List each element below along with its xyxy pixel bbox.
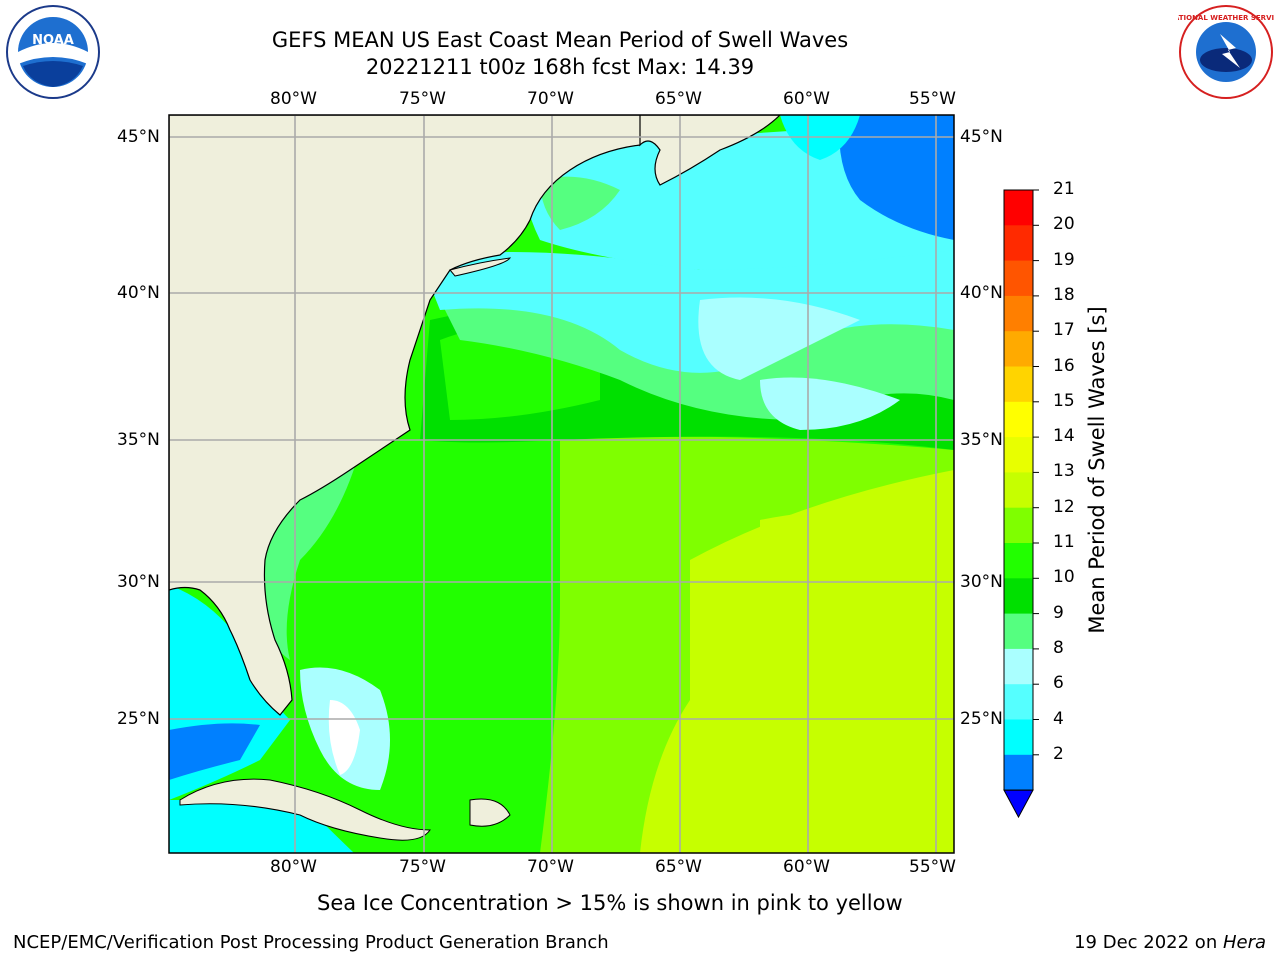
colorbar [1003,189,1039,819]
colorbar-segment [1004,648,1033,685]
graticule [169,115,954,853]
lat-label-25-right: 25°N [960,709,1003,729]
lon-label-55-bottom: 55°W [909,857,956,877]
lon-label-75-top: 75°W [399,89,446,109]
nws-logo: NATIONAL WEATHER SERVICE [1178,5,1274,99]
colorbar-segment [1004,507,1033,544]
lat-label-45-left: 45°N [117,127,160,147]
colorbar-tick-label: 13 [1053,461,1075,482]
colorbar-tick-label: 18 [1053,284,1075,305]
sea-ice-note: Sea Ice Concentration > 15% is shown in … [317,891,903,915]
lon-label-70-bottom: 70°W [527,857,574,877]
colorbar-tick-label: 8 [1053,637,1064,658]
colorbar-tick-label: 14 [1053,426,1075,447]
lat-label-25-left: 25°N [117,709,160,729]
lat-label-30-left: 30°N [117,572,160,592]
colorbar-label: Mean Period of Swell Waves [s] [1085,306,1109,634]
colorbar-segment [1004,225,1033,262]
footer-date-text: 19 Dec 2022 on [1074,932,1223,953]
lat-label-45-right: 45°N [960,127,1003,147]
swell-period-field [169,115,954,853]
lat-label-35-right: 35°N [960,430,1003,450]
lat-label-35-left: 35°N [117,430,160,450]
colorbar-segment [1004,295,1033,332]
colorbar-segment [1004,437,1033,473]
svg-text:NATIONAL WEATHER SERVICE: NATIONAL WEATHER SERVICE [1178,14,1274,22]
lon-label-65-top: 65°W [655,89,702,109]
lon-label-70-top: 70°W [527,89,574,109]
colorbar-tick-label: 21 [1053,179,1075,199]
lon-label-55-top: 55°W [909,89,956,109]
colorbar-tick-label: 20 [1053,214,1075,235]
colorbar-segment [1004,366,1033,403]
colorbar-tick-label: 2 [1053,743,1064,764]
colorbar-under-triangle [1003,789,1034,819]
colorbar-tick-label: 12 [1053,496,1075,517]
lon-label-60-bottom: 60°W [783,857,830,877]
colorbar-frame [1003,189,1034,791]
colorbar-tick-label: 6 [1053,673,1064,694]
colorbar-segment [1004,190,1033,226]
noaa-logo: NOAA [6,5,100,99]
colorbar-tick-label: 15 [1053,390,1075,411]
noaa-logo-text: NOAA [32,33,74,48]
colorbar-segment [1004,613,1033,650]
footer-credit: NCEP/EMC/Verification Post Processing Pr… [13,932,609,953]
lon-label-80-top: 80°W [270,89,317,109]
colorbar-tick-label: 17 [1053,320,1075,341]
colorbar-tick-label: 10 [1053,567,1075,588]
chart-title: GEFS MEAN US East Coast Mean Period of S… [271,28,849,52]
colorbar-segment [1004,754,1033,791]
colorbar-segment [1004,331,1033,367]
colorbar-segment [1004,401,1033,438]
colorbar-segment [1004,260,1033,297]
lat-label-40-left: 40°N [117,283,160,303]
lon-label-60-top: 60°W [783,89,830,109]
colorbar-segment [1004,543,1033,579]
footer-date: 19 Dec 2022 on Hera [1074,932,1266,953]
colorbar-tick-label: 4 [1053,708,1064,729]
colorbar-tick-label: 11 [1053,532,1075,552]
lon-label-65-bottom: 65°W [655,857,702,877]
colorbar-tick-label: 16 [1053,355,1075,376]
lon-label-80-bottom: 80°W [270,857,317,877]
chart-subtitle: 20221211 t00z 168h fcst Max: 14.39 [365,55,755,79]
footer-host: Hera [1222,932,1266,953]
colorbar-segment [1004,578,1033,615]
lon-label-75-bottom: 75°W [399,857,446,877]
colorbar-segment [1004,684,1033,720]
colorbar-tick-label: 19 [1053,249,1075,270]
lat-label-30-right: 30°N [960,572,1003,592]
lat-label-40-right: 40°N [960,283,1003,303]
colorbar-segment [1004,719,1033,756]
colorbar-segment [1004,472,1033,509]
colorbar-tick-label: 9 [1053,602,1064,623]
map-frame [168,114,955,854]
